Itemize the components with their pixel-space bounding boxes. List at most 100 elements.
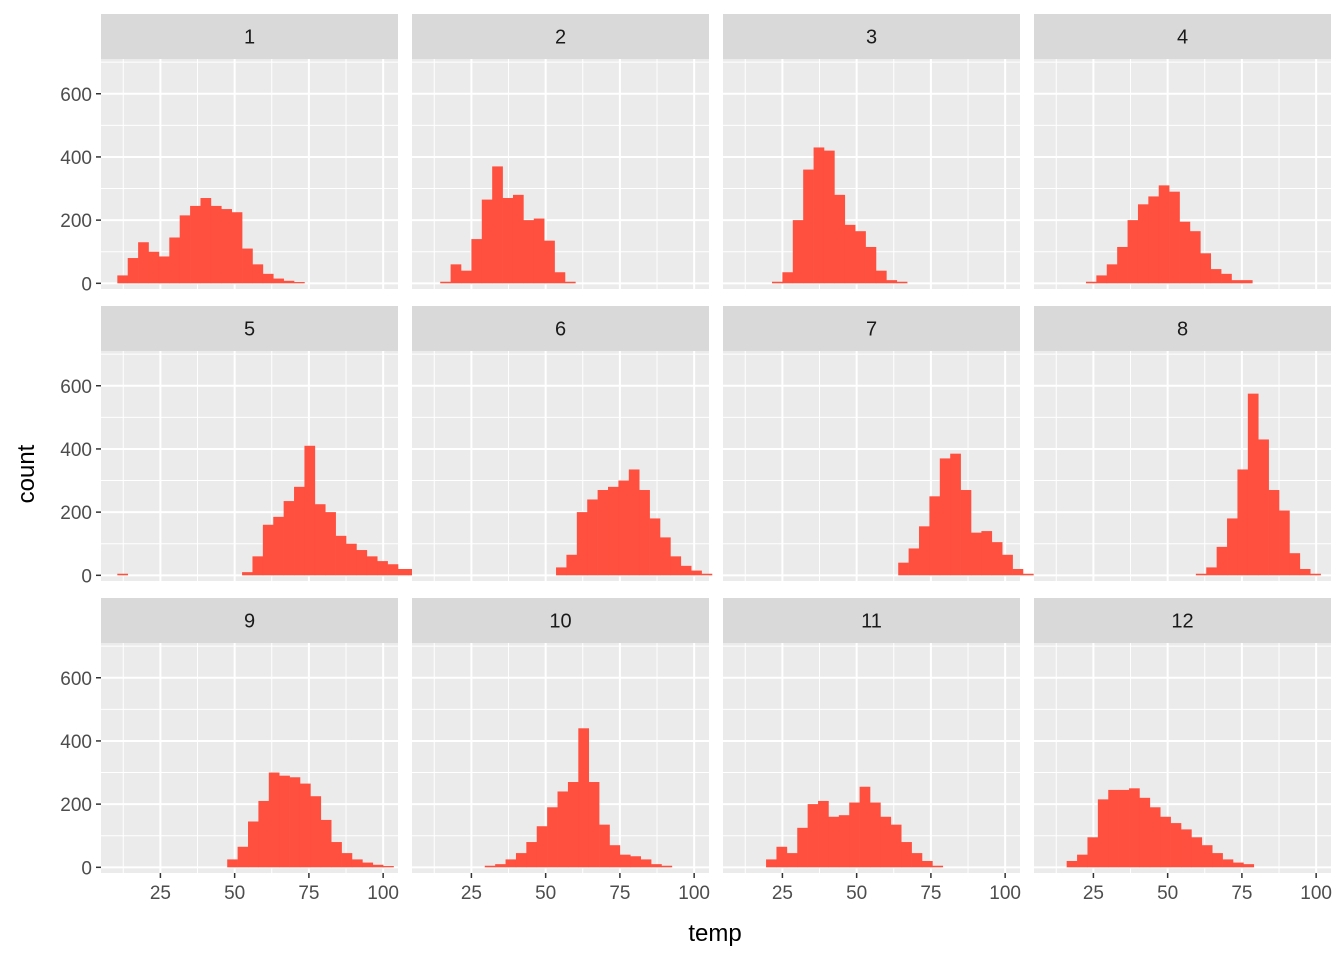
facet-panel-6: 6	[412, 306, 713, 581]
histogram-bar	[398, 568, 409, 576]
histogram-bar	[536, 826, 548, 868]
histogram-bar	[1216, 546, 1228, 576]
x-tick-label: 50	[846, 883, 867, 904]
facet-panel-7: 7	[723, 306, 1034, 581]
histogram-bar	[1279, 510, 1290, 576]
histogram-bar	[283, 501, 295, 576]
histogram-bar	[484, 865, 496, 868]
histogram-bar	[587, 499, 598, 576]
histogram-bar	[929, 496, 941, 576]
histogram-bar	[578, 728, 590, 868]
x-tick-label: 50	[1157, 883, 1178, 904]
histogram-bar	[921, 860, 933, 868]
histogram-bar	[875, 270, 887, 284]
histogram-bar	[227, 859, 238, 868]
histogram-bar	[351, 859, 363, 868]
histogram-bar	[346, 543, 357, 576]
histogram-bar	[651, 864, 662, 868]
histogram-bar	[273, 278, 284, 284]
histogram-bar	[597, 490, 609, 576]
histogram-bar	[818, 800, 829, 868]
facet-strip	[1034, 14, 1331, 59]
histogram-bar	[331, 842, 342, 868]
histogram-bar	[970, 532, 982, 576]
histogram-bar	[362, 862, 374, 868]
histogram-bar	[1002, 554, 1013, 576]
histogram-bar	[1268, 490, 1280, 576]
y-axes: 0 200 400 600 0 200 400 600 0 200 400 600	[60, 85, 101, 879]
histogram-bar	[310, 796, 322, 868]
histogram-bar	[495, 864, 506, 868]
histogram-bar	[680, 565, 692, 576]
histogram-bar	[471, 239, 483, 284]
histogram-bar	[797, 827, 808, 868]
histogram-bar	[670, 556, 682, 576]
histogram-bar	[776, 846, 788, 868]
x-tick-label: 100	[678, 883, 710, 904]
histogram-bar	[834, 194, 846, 284]
histogram-bar	[366, 556, 378, 576]
x-tick-label: 75	[298, 883, 319, 904]
facet-panel-9: 9	[101, 598, 398, 873]
y-tick-label: 400	[60, 732, 92, 753]
histogram-bar	[649, 518, 661, 576]
histogram-bar	[981, 531, 993, 576]
histogram-bar	[639, 490, 650, 576]
histogram-bar	[932, 865, 944, 868]
histogram-bar	[158, 256, 170, 284]
histogram-bar	[335, 535, 347, 576]
histogram-bar	[252, 556, 264, 576]
x-tick-label: 100	[367, 883, 399, 904]
histogram-bar	[1201, 845, 1213, 868]
facet-strip	[1034, 306, 1331, 351]
histogram-bar	[325, 512, 336, 576]
histogram-bar	[564, 281, 576, 284]
histogram-bar	[1117, 246, 1128, 284]
histogram-bar	[1012, 568, 1024, 576]
histogram-bar	[911, 853, 923, 868]
histogram-bar	[566, 554, 578, 576]
histogram-bar	[502, 198, 514, 284]
facet-strip	[723, 306, 1020, 351]
histogram-bar	[450, 264, 462, 284]
histogram-bar	[659, 537, 671, 576]
histogram-bar	[294, 486, 305, 576]
facet-strip	[101, 306, 398, 351]
x-tick-label: 25	[772, 883, 793, 904]
histogram-bar	[576, 512, 588, 576]
facet-strip-label: 7	[866, 319, 877, 341]
histogram-bar	[512, 194, 524, 284]
histogram-bar	[320, 819, 332, 868]
histogram-bar	[1127, 220, 1139, 284]
histogram-bar	[117, 573, 129, 576]
histogram-bar	[1181, 829, 1192, 868]
histogram-bar	[919, 526, 930, 576]
histogram-bar	[908, 548, 920, 576]
histogram-bar	[1149, 807, 1161, 868]
histogram-bar	[387, 564, 399, 576]
histogram-bar	[1160, 816, 1171, 868]
histogram-bar	[890, 824, 902, 868]
y-tick-label: 200	[60, 211, 92, 232]
histogram-bar	[117, 275, 129, 284]
x-tick-label: 50	[535, 883, 556, 904]
histogram-bar	[628, 469, 640, 576]
facet-panel-11: 11	[723, 598, 1020, 873]
histogram-bar	[772, 281, 783, 284]
histogram-bar	[786, 853, 798, 868]
histogram-bar	[1022, 573, 1034, 576]
histogram-bar	[1096, 275, 1108, 284]
histogram-bar	[865, 246, 877, 284]
histogram-bar	[279, 775, 290, 868]
histogram-bar	[828, 816, 840, 868]
panel-background	[101, 351, 398, 581]
histogram-bar	[880, 816, 892, 868]
histogram-bar	[901, 842, 912, 868]
histogram-bar	[383, 866, 394, 868]
histogram-bar	[557, 791, 569, 868]
y-axis-title: count	[13, 444, 40, 503]
facet-panel-5: 5	[101, 306, 420, 581]
histogram-bar	[231, 212, 243, 284]
facet-strip	[412, 306, 709, 351]
facet-strip	[412, 598, 709, 643]
